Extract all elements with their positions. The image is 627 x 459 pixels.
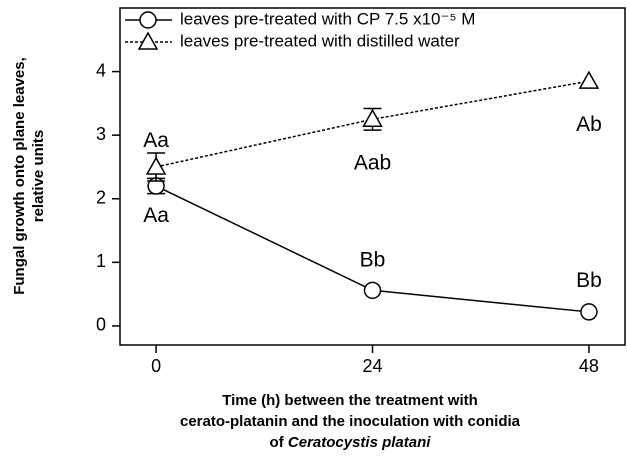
marker — [145, 156, 167, 175]
marker — [578, 70, 600, 89]
annotation: Bb — [576, 269, 602, 292]
y-tick-label: 1 — [96, 251, 106, 271]
y-tick-label: 0 — [96, 315, 106, 335]
marker — [363, 281, 382, 300]
marker — [580, 303, 598, 321]
x-tick-label: 24 — [362, 356, 382, 376]
annotation: Aa — [143, 129, 169, 152]
y-tick-label: 4 — [96, 60, 106, 80]
legend-marker — [139, 11, 157, 29]
y-tick-label: 3 — [96, 124, 106, 144]
annotation: Aab — [354, 151, 391, 174]
legend-label: leaves pre-treated with distilled water — [180, 31, 460, 50]
y-tick-label: 2 — [96, 188, 106, 208]
y-axis-label: Fungal growth onto plane leaves, — [11, 57, 28, 295]
annotation: Aa — [143, 204, 169, 227]
x-axis-label-species: Ceratocystis platani — [288, 434, 431, 451]
x-axis-label: cerato-platanin and the inoculation with… — [180, 413, 521, 430]
legend-marker — [137, 31, 159, 50]
legend-label: leaves pre-treated with CP 7.5 x10⁻⁵ M — [180, 9, 475, 28]
x-axis-label: Time (h) between the treatment with — [222, 392, 478, 409]
marker — [362, 108, 383, 128]
x-axis-label-part: of — [270, 434, 285, 451]
annotation: Ab — [576, 113, 602, 136]
y-axis-label: relative units — [30, 130, 47, 223]
annotation: Bb — [360, 249, 386, 272]
x-tick-label: 0 — [151, 356, 161, 376]
x-axis-label: of Ceratocystis platani — [270, 434, 432, 451]
x-tick-label: 48 — [579, 356, 599, 376]
